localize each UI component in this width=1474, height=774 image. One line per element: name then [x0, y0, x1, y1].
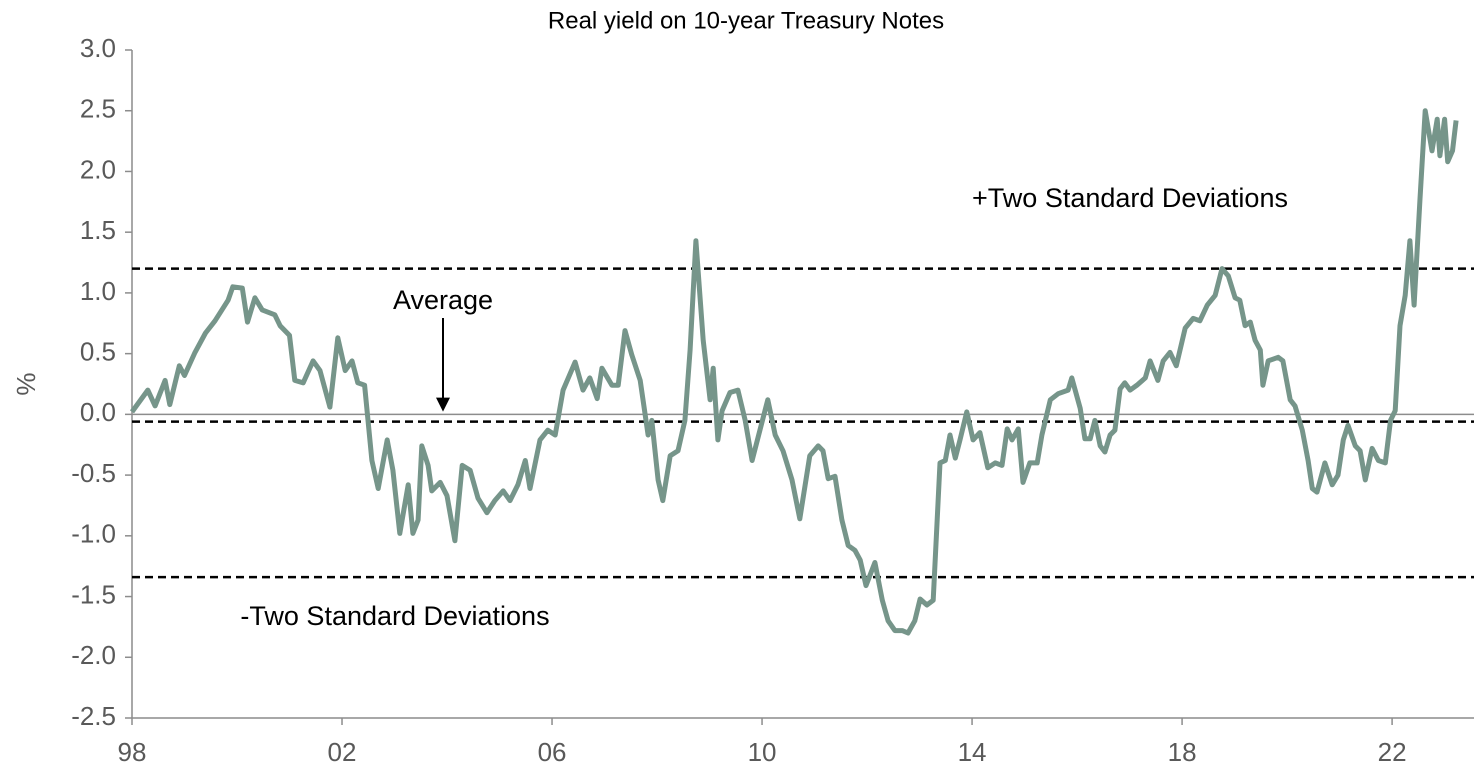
annotation: +Two Standard Deviations	[972, 183, 1288, 213]
y-tick-label: 0.0	[80, 397, 116, 427]
y-tick-label: -2.5	[71, 701, 116, 731]
x-tick-label: 06	[538, 737, 567, 767]
annotation: -Two Standard Deviations	[240, 601, 549, 631]
y-tick-label: 3.0	[80, 33, 116, 63]
x-tick-label: 22	[1378, 737, 1407, 767]
y-tick-label: -1.5	[71, 579, 116, 609]
y-tick-label: 0.5	[80, 337, 116, 367]
x-tick-label: 14	[958, 737, 987, 767]
y-tick-label: -2.0	[71, 640, 116, 670]
x-tick-label: 02	[328, 737, 357, 767]
x-tick-label: 98	[118, 737, 147, 767]
y-tick-label: 1.0	[80, 276, 116, 306]
y-tick-label: 2.5	[80, 94, 116, 124]
annotation-arrowhead	[436, 397, 450, 412]
data-line	[129, 108, 1459, 636]
annotation: Average	[393, 285, 493, 315]
x-tick-label: 18	[1168, 737, 1197, 767]
y-tick-label: -0.5	[71, 458, 116, 488]
y-tick-label: 1.5	[80, 215, 116, 245]
x-tick-label: 10	[748, 737, 777, 767]
y-axis-label: %	[11, 372, 41, 395]
y-tick-label: 2.0	[80, 154, 116, 184]
y-tick-label: -1.0	[71, 519, 116, 549]
chart-title: Real yield on 10-year Treasury Notes	[548, 7, 944, 34]
